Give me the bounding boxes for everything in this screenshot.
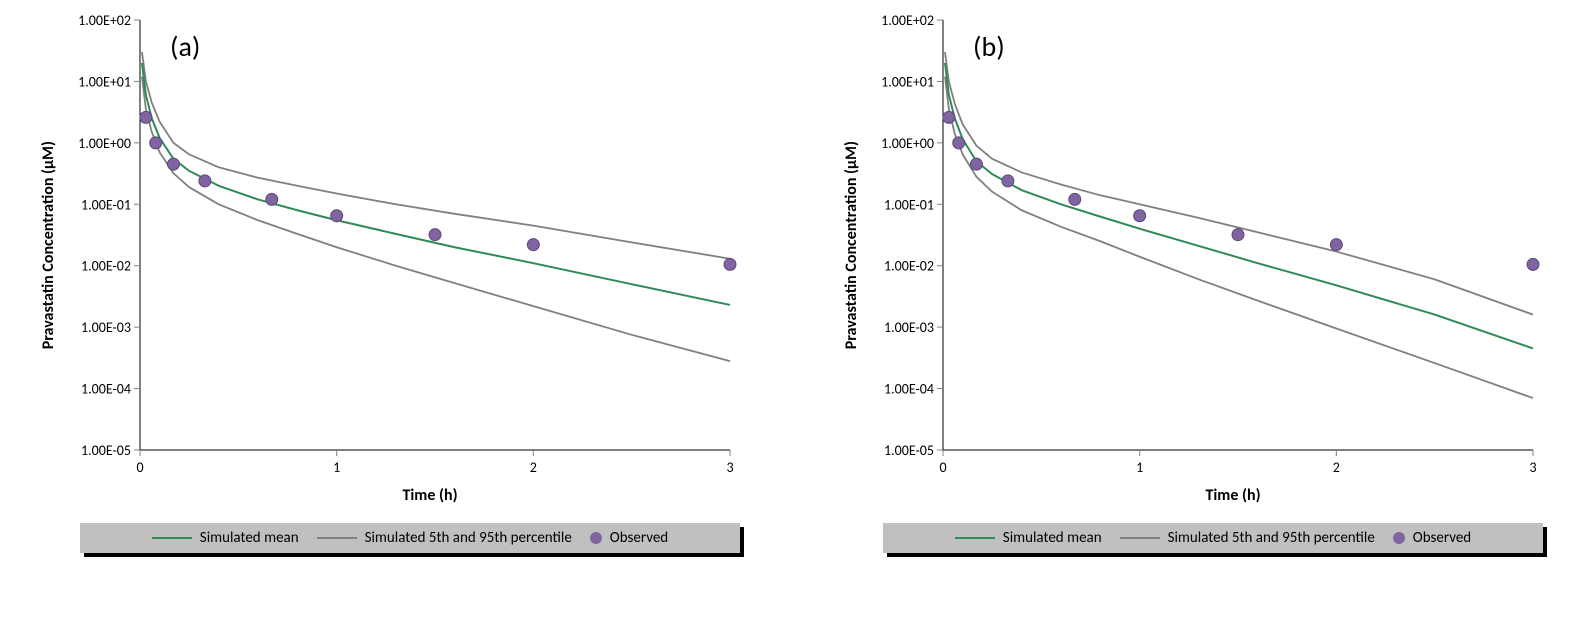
legend-label-obs-a: Observed [610, 529, 668, 547]
legend-item-obs-b: Observed [1393, 529, 1471, 547]
legend-item-mean-b: Simulated mean [955, 529, 1102, 547]
panel-a: Pravastatin Concentration (µM) 1.00E-051… [20, 10, 760, 553]
svg-text:1.00E-04: 1.00E-04 [884, 381, 934, 398]
svg-text:1.00E-01: 1.00E-01 [81, 196, 131, 213]
svg-text:2: 2 [1332, 459, 1339, 476]
svg-text:1: 1 [333, 459, 340, 476]
legend-swatch-pct-a [317, 537, 357, 539]
chart-svg-a: 1.00E-05 1.00E-04 1.00E-03 1.00E-02 1.00E-01… [62, 10, 742, 480]
svg-text:1: 1 [1136, 459, 1143, 476]
svg-text:1.00E+02: 1.00E+02 [78, 12, 131, 29]
legend-label-obs-b: Observed [1413, 529, 1471, 547]
svg-text:1.00E+02: 1.00E+02 [881, 12, 934, 29]
panel-b: Pravastatin Concentration (µM) 1.00E-051… [823, 10, 1563, 553]
legend-label-pct-b: Simulated 5th and 95th percentile [1168, 529, 1375, 547]
svg-text:1.00E-03: 1.00E-03 [81, 319, 131, 336]
svg-text:1.00E-03: 1.00E-03 [884, 319, 934, 336]
svg-text:1.00E-01: 1.00E-01 [884, 196, 934, 213]
svg-text:(a): (a) [170, 29, 200, 64]
x-axis-label-b: Time (h) [1205, 486, 1260, 505]
svg-text:1.00E+01: 1.00E+01 [78, 73, 131, 90]
legend-a: Simulated mean Simulated 5th and 95th pe… [80, 523, 740, 553]
legend-swatch-obs-a [590, 532, 602, 544]
svg-text:1.00E-02: 1.00E-02 [81, 258, 131, 275]
legend-swatch-mean-b [955, 537, 995, 539]
legend-label-pct-a: Simulated 5th and 95th percentile [365, 529, 572, 547]
legend-item-obs-a: Observed [590, 529, 668, 547]
legend-swatch-pct-b [1120, 537, 1160, 539]
legend-item-pct-a: Simulated 5th and 95th percentile [317, 529, 572, 547]
legend-b: Simulated mean Simulated 5th and 95th pe… [883, 523, 1543, 553]
legend-label-mean-a: Simulated mean [200, 529, 299, 547]
svg-text:0: 0 [136, 459, 143, 476]
legend-bar-a: Simulated mean Simulated 5th and 95th pe… [80, 523, 740, 553]
chart-row-b: Pravastatin Concentration (µM) 1.00E-051… [842, 10, 1545, 480]
legend-item-pct-b: Simulated 5th and 95th percentile [1120, 529, 1375, 547]
figure: Pravastatin Concentration (µM) 1.00E-051… [0, 0, 1583, 628]
svg-text:1.00E-05: 1.00E-05 [884, 442, 934, 459]
svg-text:1.00E+00: 1.00E+00 [78, 135, 131, 152]
y-axis-label-b: Pravastatin Concentration (µM) [842, 141, 861, 349]
chart-row-a: Pravastatin Concentration (µM) 1.00E-051… [39, 10, 742, 480]
svg-text:1.00E-05: 1.00E-05 [81, 442, 131, 459]
svg-text:3: 3 [1529, 459, 1536, 476]
svg-text:3: 3 [726, 459, 733, 476]
svg-text:(b): (b) [973, 29, 1005, 64]
y-axis-label-a: Pravastatin Concentration (µM) [39, 141, 58, 349]
svg-text:1.00E-04: 1.00E-04 [81, 381, 131, 398]
svg-text:0: 0 [939, 459, 946, 476]
panels-row: Pravastatin Concentration (µM) 1.00E-051… [0, 0, 1583, 553]
svg-text:2: 2 [529, 459, 536, 476]
legend-bar-b: Simulated mean Simulated 5th and 95th pe… [883, 523, 1543, 553]
svg-text:1.00E+01: 1.00E+01 [881, 73, 934, 90]
legend-label-mean-b: Simulated mean [1003, 529, 1102, 547]
svg-text:1.00E+00: 1.00E+00 [881, 135, 934, 152]
x-axis-label-a: Time (h) [402, 486, 457, 505]
legend-swatch-mean-a [152, 537, 192, 539]
svg-text:1.00E-02: 1.00E-02 [884, 258, 934, 275]
legend-swatch-obs-b [1393, 532, 1405, 544]
legend-item-mean-a: Simulated mean [152, 529, 299, 547]
chart-svg-b: 1.00E-05 1.00E-04 1.00E-03 1.00E-02 1.00E-01… [865, 10, 1545, 480]
